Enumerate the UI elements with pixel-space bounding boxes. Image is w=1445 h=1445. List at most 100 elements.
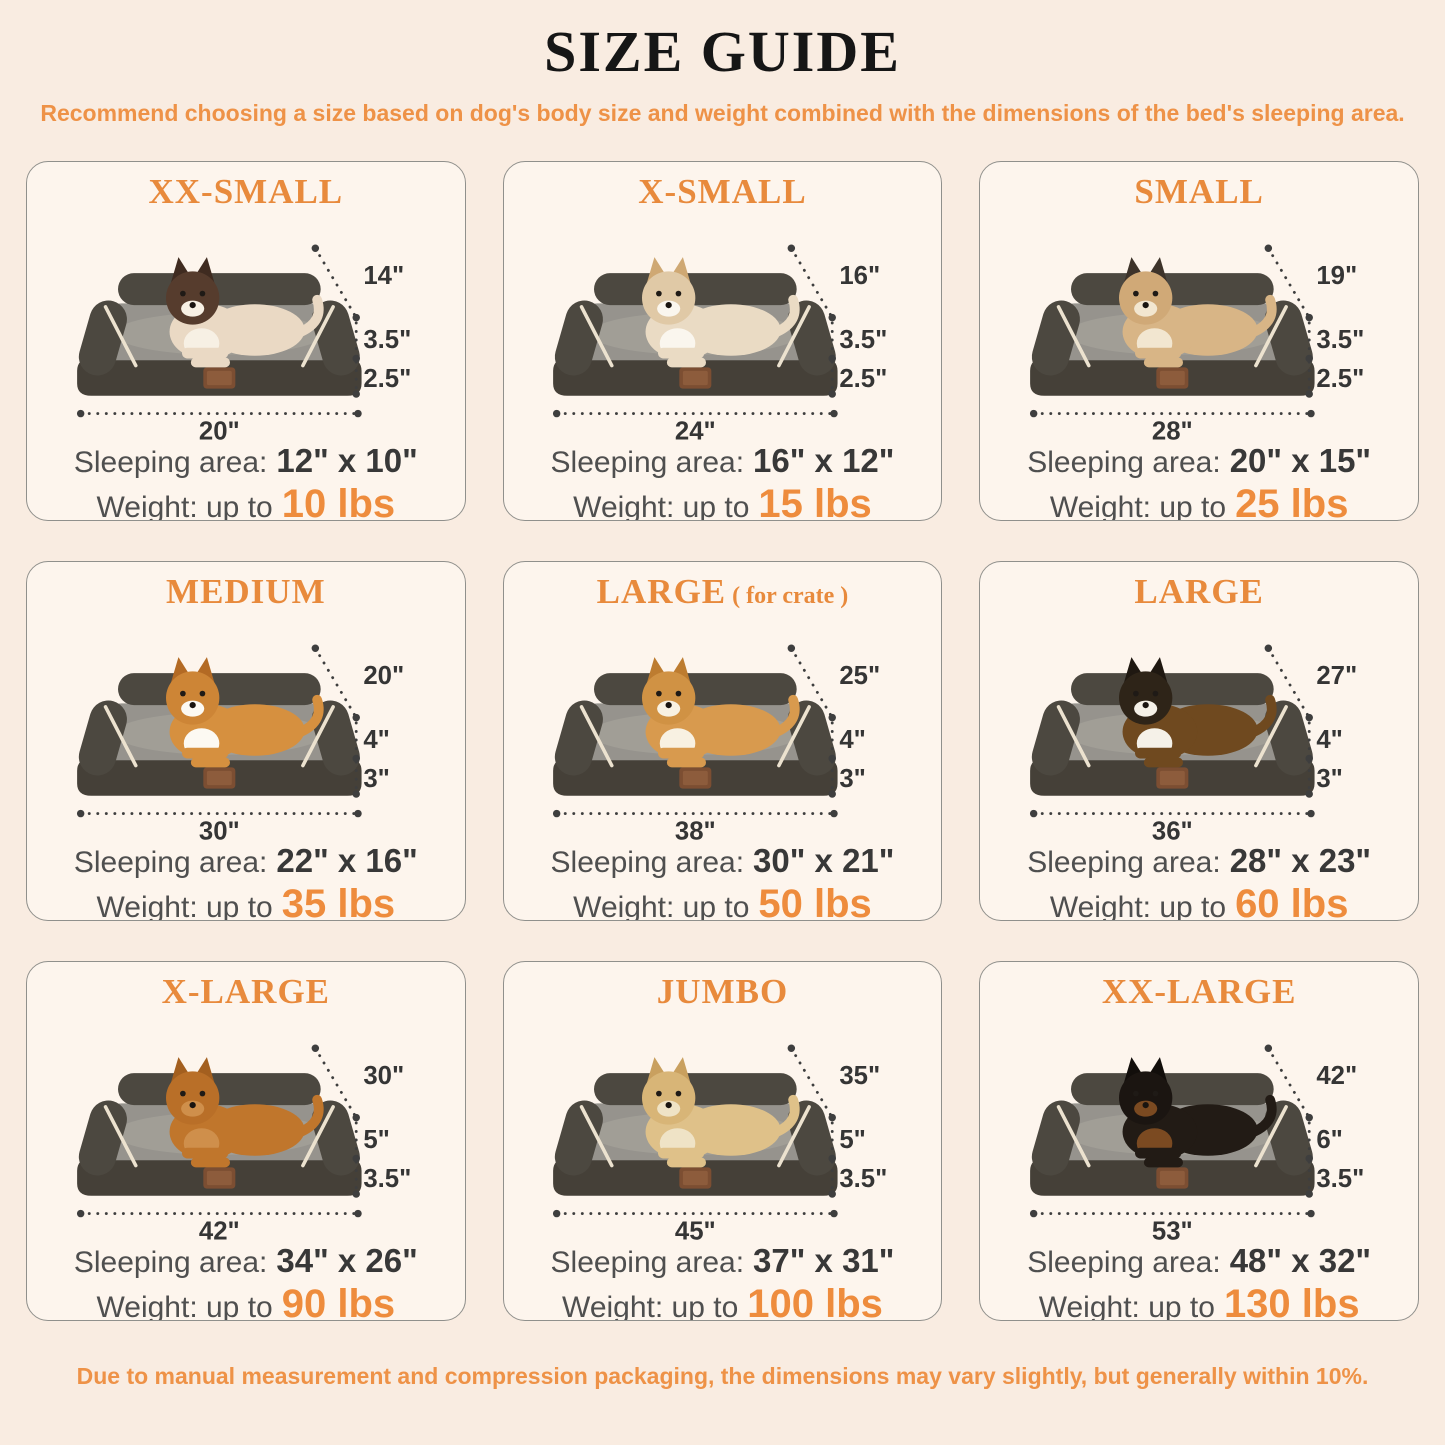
sleeping-area-value: 28" x 23" xyxy=(1229,842,1372,879)
size-name-suffix: ( for crate ) xyxy=(726,583,849,609)
pet-eye-right xyxy=(676,1090,682,1097)
sleeping-area-label: Sleeping area: xyxy=(550,846,745,879)
size-card-title: JUMBO xyxy=(504,972,942,1016)
dimension-label-depth: 19" xyxy=(1316,262,1357,290)
sleeping-area-label: Sleeping area: xyxy=(550,1246,745,1279)
pet-head xyxy=(1119,1071,1173,1125)
bed-photo: 25" 4" 3" 38" xyxy=(504,618,942,842)
weight-label: Weight: up to xyxy=(573,491,750,521)
size-name: JUMBO xyxy=(656,972,789,1011)
dimension-label-base: 2.5" xyxy=(1316,365,1364,393)
brand-patch-inner xyxy=(683,370,709,386)
dimension-line-depth xyxy=(1267,646,1311,719)
weight-label: Weight: up to xyxy=(96,491,273,521)
pet-nose xyxy=(1142,702,1149,709)
pet-eye-right xyxy=(199,690,206,697)
dimension-lines xyxy=(555,646,836,815)
weight-line: Weight: up to 60 lbs xyxy=(980,882,1418,920)
pet-front-paw xyxy=(190,357,230,368)
dimension-endpoints xyxy=(1030,1044,1315,1218)
dimension-label-bolster: 5" xyxy=(363,1126,390,1154)
dimension-line-depth xyxy=(1267,1046,1311,1119)
pet-front-paw xyxy=(1144,357,1184,368)
pet-muzzle xyxy=(1134,1100,1158,1117)
weight-value: 25 lbs xyxy=(1235,482,1349,521)
pet-front-paw xyxy=(190,1157,230,1168)
weight-label: Weight: up to xyxy=(562,1291,739,1321)
pet-head xyxy=(165,1071,220,1125)
pet-eye-left xyxy=(1133,690,1139,697)
size-name: LARGE xyxy=(1134,572,1264,611)
pet-front-leg xyxy=(658,1147,705,1159)
dimension-endpoints xyxy=(76,644,362,818)
dimension-lines xyxy=(79,246,360,415)
bed-right-arm xyxy=(311,300,360,376)
bed-back-bolster xyxy=(117,673,321,706)
size-card-title: XX-SMALL xyxy=(27,172,465,216)
brand-patch-inner xyxy=(206,1170,232,1186)
bed-back-bolster xyxy=(1071,1073,1274,1106)
bed-piping-right xyxy=(777,1105,812,1168)
sleeping-area-line: Sleeping area: 12" x 10" xyxy=(27,442,465,482)
weight-value: 100 lbs xyxy=(747,1282,883,1321)
bed-left-arm xyxy=(78,700,127,776)
pet-front-leg xyxy=(181,1147,229,1159)
weight-line: Weight: up to 50 lbs xyxy=(504,882,942,920)
weight-label: Weight: up to xyxy=(96,1291,273,1321)
bed-left-arm xyxy=(555,1100,604,1176)
sleeping-area-value: 22" x 16" xyxy=(276,842,418,879)
sleeping-area-label: Sleeping area: xyxy=(1027,1246,1221,1279)
pet-eye-right xyxy=(199,290,206,297)
dimension-line-depth xyxy=(790,246,835,319)
dimension-label-base: 2.5" xyxy=(840,365,888,393)
sleeping-area-line: Sleeping area: 34" x 26" xyxy=(27,1242,465,1282)
dimension-label-depth: 35" xyxy=(840,1062,881,1090)
dimension-lines xyxy=(79,646,360,815)
pet-front-paw xyxy=(1144,1157,1184,1168)
size-grid: XX-SMALL xyxy=(26,161,1419,1321)
pet-front-leg xyxy=(1135,347,1182,359)
dimension-label-width: 42" xyxy=(199,1217,240,1242)
sleeping-area-value: 16" x 12" xyxy=(753,442,895,479)
pet-front-leg xyxy=(658,347,705,359)
bed-left-arm xyxy=(555,300,604,376)
size-name: SMALL xyxy=(1134,172,1264,211)
dimension-label-bolster: 3.5" xyxy=(363,326,411,354)
pet-muzzle xyxy=(1134,300,1158,317)
dimension-line-depth xyxy=(790,1046,835,1119)
bed-right-arm xyxy=(311,1100,360,1176)
dimension-label-base: 3" xyxy=(1316,765,1343,793)
weight-label: Weight: up to xyxy=(96,891,273,921)
weight-line: Weight: up to 25 lbs xyxy=(980,482,1418,521)
size-card-title: SMALL xyxy=(980,172,1418,216)
dimension-endpoints xyxy=(1030,244,1315,418)
dimension-label-width: 36" xyxy=(1152,817,1193,842)
dimension-label-depth: 27" xyxy=(1316,662,1357,690)
size-card: X-LARGE xyxy=(26,961,466,1321)
pet-eye-right xyxy=(199,1090,206,1097)
dimension-label-width: 53" xyxy=(1152,1217,1193,1242)
bed-left-arm xyxy=(1031,1100,1081,1176)
bed-left-arm xyxy=(78,300,127,376)
dimension-label-base: 3.5" xyxy=(363,1165,411,1193)
pet-front-paw xyxy=(190,757,230,768)
brand-patch-inner xyxy=(1160,370,1185,386)
page-subtitle: Recommend choosing a size based on dog's… xyxy=(40,100,1405,126)
pet-front-leg xyxy=(181,347,229,359)
dimension-endpoints xyxy=(76,244,362,418)
size-card-title: XX-LARGE xyxy=(980,972,1418,1016)
sleeping-area-label: Sleeping area: xyxy=(73,846,268,879)
dimension-label-depth: 42" xyxy=(1316,1062,1357,1090)
bed-left-arm xyxy=(78,1100,127,1176)
weight-value: 130 lbs xyxy=(1223,1282,1360,1321)
sleeping-area-value: 37" x 31" xyxy=(753,1242,895,1279)
size-card: XX-LARGE xyxy=(979,961,1419,1321)
pet-head xyxy=(642,671,696,725)
dimension-line-depth xyxy=(790,646,835,719)
size-card: JUMBO xyxy=(502,961,943,1321)
sleeping-area-label: Sleeping area: xyxy=(1027,446,1221,479)
sleeping-area-line: Sleeping area: 28" x 23" xyxy=(980,842,1418,882)
dimension-label-bolster: 4" xyxy=(1316,726,1343,754)
dimension-label-base: 3.5" xyxy=(1316,1165,1364,1193)
pet-muzzle xyxy=(180,1100,205,1117)
